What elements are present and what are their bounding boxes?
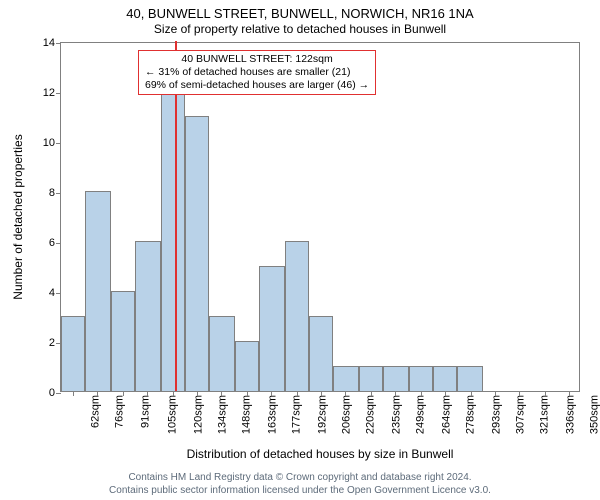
x-tick-mark (321, 391, 322, 396)
y-tick-label: 8 (49, 187, 61, 199)
histogram-bar (209, 316, 235, 391)
x-tick-label: 120sqm (192, 395, 204, 434)
histogram-bar (333, 366, 359, 391)
y-tick-label: 2 (49, 337, 61, 349)
x-tick-mark (345, 391, 346, 396)
histogram-bar (259, 266, 285, 391)
histogram-bar (135, 241, 161, 391)
x-tick-mark (569, 391, 570, 396)
x-tick-label: 350sqm (589, 395, 600, 434)
x-tick-label: 235sqm (390, 395, 402, 434)
histogram-bar (235, 341, 259, 391)
x-tick-mark (297, 391, 298, 396)
histogram-bar (409, 366, 433, 391)
x-tick-label: 91sqm (140, 395, 152, 428)
x-tick-mark (519, 391, 520, 396)
x-tick-mark (97, 391, 98, 396)
histogram-bar (61, 316, 85, 391)
histogram-bar (359, 366, 383, 391)
x-tick-mark (73, 391, 74, 396)
annotation-box: 40 BUNWELL STREET: 122sqm← 31% of detach… (138, 50, 376, 95)
histogram-bar (111, 291, 135, 391)
x-tick-mark (197, 391, 198, 396)
x-tick-label: 177sqm (291, 395, 303, 434)
annotation-line: 69% of semi-detached houses are larger (… (145, 79, 369, 92)
x-tick-label: 105sqm (167, 395, 179, 434)
y-tick-label: 14 (43, 37, 61, 49)
x-tick-label: 76sqm (114, 395, 126, 428)
x-tick-mark (271, 391, 272, 396)
x-tick-mark (395, 391, 396, 396)
x-tick-label: 206sqm (341, 395, 353, 434)
chart-title-line2: Size of property relative to detached ho… (0, 22, 600, 36)
x-tick-mark (495, 391, 496, 396)
y-tick-label: 0 (49, 387, 61, 399)
histogram-bar (161, 66, 185, 391)
histogram-bar (85, 191, 111, 391)
x-tick-label: 293sqm (490, 395, 502, 434)
x-tick-label: 264sqm (440, 395, 452, 434)
x-tick-label: 321sqm (539, 395, 551, 434)
x-tick-mark (147, 391, 148, 396)
chart-figure: 40, BUNWELL STREET, BUNWELL, NORWICH, NR… (0, 0, 600, 500)
x-axis-label: Distribution of detached houses by size … (60, 447, 580, 461)
histogram-bar (309, 316, 333, 391)
x-tick-label: 220sqm (365, 395, 377, 434)
x-tick-mark (173, 391, 174, 396)
x-tick-mark (445, 391, 446, 396)
x-tick-label: 163sqm (267, 395, 279, 434)
y-tick-label: 6 (49, 237, 61, 249)
x-tick-mark (545, 391, 546, 396)
footer-line2: Contains public sector information licen… (0, 485, 600, 496)
x-tick-mark (471, 391, 472, 396)
y-tick-label: 10 (43, 137, 61, 149)
x-tick-mark (371, 391, 372, 396)
y-axis-label: Number of detached properties (11, 134, 25, 299)
annotation-line: 40 BUNWELL STREET: 122sqm (145, 53, 369, 66)
x-tick-mark (221, 391, 222, 396)
annotation-line: ← 31% of detached houses are smaller (21… (145, 66, 369, 79)
x-tick-label: 134sqm (217, 395, 229, 434)
x-tick-mark (123, 391, 124, 396)
histogram-bar (285, 241, 309, 391)
x-tick-label: 249sqm (415, 395, 427, 434)
histogram-bar (457, 366, 483, 391)
footer-line1: Contains HM Land Registry data © Crown c… (0, 472, 600, 483)
x-tick-mark (247, 391, 248, 396)
x-tick-mark (421, 391, 422, 396)
histogram-bar (433, 366, 457, 391)
x-tick-label: 62sqm (90, 395, 102, 428)
x-tick-label: 148sqm (241, 395, 253, 434)
plot-area: 0246810121462sqm76sqm91sqm105sqm120sqm13… (60, 42, 580, 392)
histogram-bar (383, 366, 409, 391)
x-tick-label: 192sqm (316, 395, 328, 434)
chart-title-line1: 40, BUNWELL STREET, BUNWELL, NORWICH, NR… (0, 6, 600, 21)
x-tick-label: 278sqm (465, 395, 477, 434)
x-tick-label: 307sqm (514, 395, 526, 434)
y-tick-label: 4 (49, 287, 61, 299)
histogram-bar (185, 116, 209, 391)
x-tick-label: 336sqm (564, 395, 576, 434)
y-tick-label: 12 (43, 87, 61, 99)
